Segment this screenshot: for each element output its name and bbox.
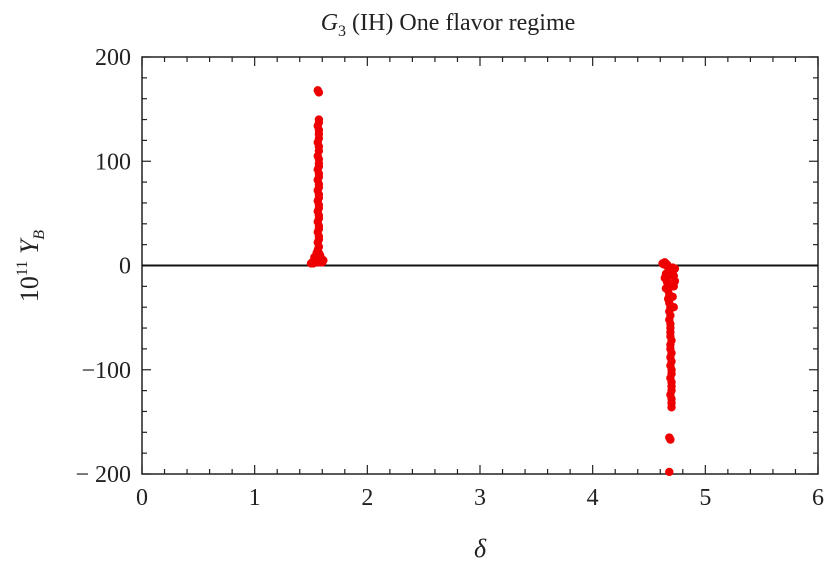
data-point (666, 435, 675, 444)
y-axis-label: 1011 YB (14, 230, 48, 302)
y-tick-label: −100 (81, 358, 131, 384)
data-point (314, 88, 324, 97)
x-axis-label: δ (474, 534, 487, 563)
y-label-variable: Y (15, 237, 44, 261)
x-tick-label: 4 (587, 485, 599, 511)
title-symbol: G (321, 10, 338, 36)
chart-title: G3 (IH) One flavor regime (321, 10, 576, 40)
data-point (667, 403, 676, 412)
x-tick-label: 5 (699, 485, 711, 511)
x-tick-label: 6 (812, 485, 824, 511)
y-tick-label: 0 (119, 254, 131, 280)
data-point (314, 115, 324, 124)
x-tick-label: 2 (361, 485, 373, 511)
y-tick-label: 100 (95, 149, 131, 175)
title-rest: (IH) One flavor regime (346, 10, 575, 36)
data-point (669, 303, 678, 312)
data-point (670, 276, 680, 286)
title-subscript: 3 (338, 23, 346, 40)
data-point (670, 264, 680, 273)
x-tick-label: 0 (136, 485, 148, 511)
y-label-base: 10 (15, 276, 44, 302)
x-tick-label: 3 (474, 485, 486, 511)
tick-labels: 0 1 2 3 4 5 6 − 200 −100 0 100 200 (75, 45, 824, 511)
y-tick-label: 200 (95, 45, 131, 71)
x-tick-label: 1 (249, 485, 261, 511)
data-points (306, 86, 680, 477)
data-point (661, 284, 671, 293)
data-point (312, 248, 321, 258)
y-label-subscript: B (31, 230, 48, 240)
y-tick-label: − 200 (75, 462, 131, 488)
data-point (665, 467, 674, 477)
y-label-exponent: 11 (14, 261, 31, 276)
data-point (660, 273, 669, 283)
data-point (668, 292, 677, 301)
